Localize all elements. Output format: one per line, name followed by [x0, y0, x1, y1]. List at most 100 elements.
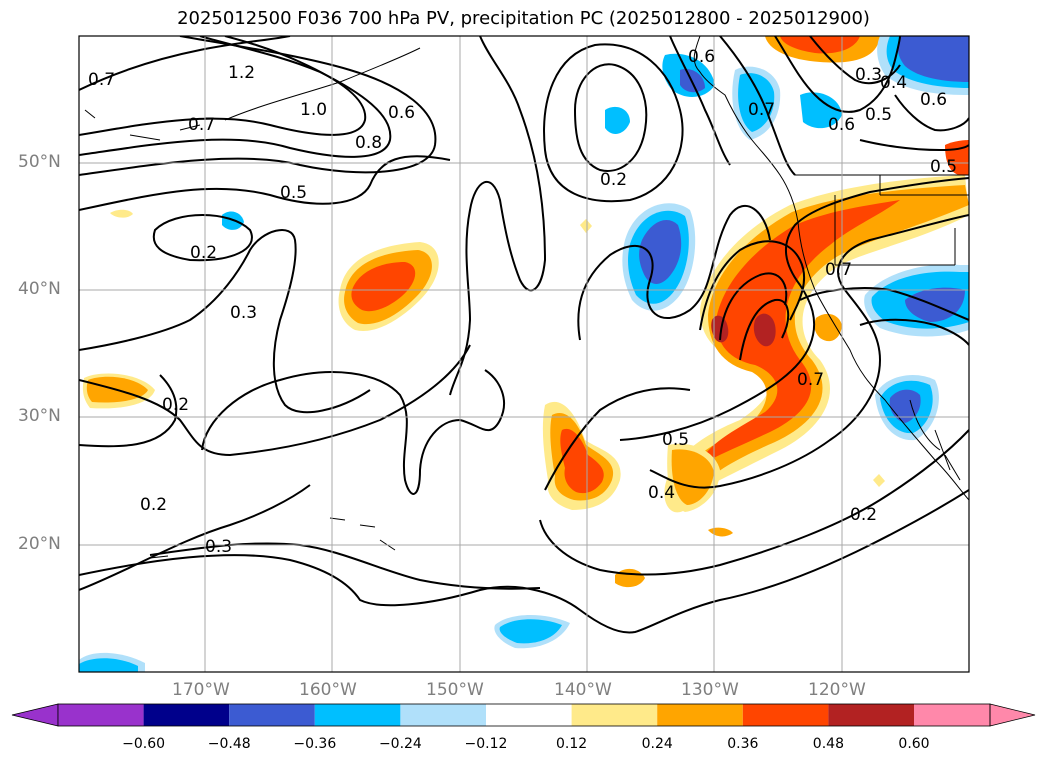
precip-positive-small5 [580, 219, 592, 233]
precip-positive-small3 [814, 313, 842, 342]
contour-line-03 [201, 369, 505, 495]
contour-label: 0.8 [355, 133, 382, 153]
lon-label: 170°W [172, 680, 230, 700]
contour-label: 0.3 [205, 537, 232, 557]
contour-line-3 [79, 36, 367, 136]
contour-label: 0.2 [190, 243, 217, 263]
contour-label: 0.6 [920, 90, 947, 110]
contour-line-front-6 [719, 272, 788, 341]
lon-label: 150°W [426, 680, 484, 700]
contour-line-03-south [149, 542, 541, 590]
contour-line-ne-4 [894, 94, 969, 132]
lon-label: 160°W [299, 680, 357, 700]
contour-line-front-4 [649, 214, 969, 489]
contour-label: 0.6 [388, 103, 415, 123]
contour-line-front-5 [699, 240, 806, 331]
precip-positive-subtropic-mid [671, 449, 714, 505]
colorbar-segment [314, 704, 401, 726]
precip-negative-north2 [800, 92, 842, 129]
colorbar-tick: −0.60 [122, 736, 166, 752]
contour-line-4 [79, 36, 291, 91]
precip-positive-top-core [780, 36, 860, 54]
colorbar [11, 703, 1036, 727]
contour-line-ne-2 [774, 36, 901, 113]
contour-line-front-7 [739, 298, 790, 361]
contour-line-02-south [79, 374, 178, 448]
precip-negative-south-mid [499, 619, 562, 644]
contour-label: 0.2 [600, 170, 627, 190]
map-grid [79, 36, 969, 672]
precip-negative-bc-mid [738, 73, 775, 132]
contour-label: 0.7 [188, 115, 215, 135]
contour-line-ne-6 [669, 36, 731, 166]
colorbar-segment [229, 704, 315, 726]
precip-negative-north [605, 106, 630, 134]
colorbar-segment [657, 704, 743, 726]
contour-line-02-west [152, 214, 253, 262]
precip-negative-ne-top-core [897, 36, 969, 82]
colorbar-segment [486, 704, 572, 726]
contour-line-ne-5 [859, 139, 969, 152]
contour-label: 0.6 [688, 47, 715, 67]
precip-positive-small2 [708, 527, 733, 537]
contour-label: 0.7 [88, 70, 115, 90]
lat-label: 20°N [18, 534, 61, 554]
contour-label: 0.2 [850, 505, 877, 525]
colorbar-extend-high [989, 703, 1036, 727]
contour-line-5 [79, 155, 451, 211]
colorbar-segment [400, 704, 486, 726]
map-frame [78, 35, 970, 673]
colorbar-extend-low [11, 703, 59, 727]
precip-negative-center-core [639, 220, 682, 284]
precip-positive-west-coast-core [700, 200, 900, 465]
contour-line-ne-1 [719, 36, 796, 176]
contour-label: 1.0 [300, 100, 327, 120]
colorbar-tick: −0.24 [378, 736, 422, 752]
map-title: 2025012500 F036 700 hPa PV, precipitatio… [177, 8, 870, 29]
colorbar-segment [58, 704, 144, 726]
contour-line-big-trough [449, 36, 547, 396]
contour-label: 1.2 [228, 63, 255, 83]
precip-positive-small1 [615, 568, 645, 588]
precip-negative-sw-mid [79, 658, 138, 672]
contour-label: 0.3 [230, 303, 257, 323]
contour-line-outer-south [79, 489, 969, 634]
contour-line-center [577, 204, 771, 341]
lon-label: 120°W [808, 680, 866, 700]
contour-line-2 [79, 36, 392, 158]
contour-label: 0.2 [140, 495, 167, 515]
precip-positive-core-dark [753, 313, 776, 347]
colorbar-segment [143, 704, 230, 726]
contour-label: 0.5 [280, 183, 307, 203]
contour-label: 0.5 [662, 430, 689, 450]
colorbar-outline [57, 703, 991, 727]
lat-label: 50°N [18, 152, 61, 172]
precip-negative-baja-core [889, 389, 921, 423]
precip-positive-small6 [873, 474, 885, 487]
colorbar-segment [571, 704, 658, 726]
colorbar-segment [742, 704, 829, 726]
contour-line-calif-2 [859, 318, 969, 346]
colorbar-segment [828, 704, 914, 726]
colorbar-tick: 0.60 [898, 736, 930, 752]
contour-label: 0.4 [648, 483, 675, 503]
lat-label: 40°N [18, 279, 61, 299]
contour-line-low-n-outer [543, 43, 684, 203]
contour-label: 0.7 [825, 260, 852, 280]
colorbar-segment [914, 704, 990, 726]
precip-positive-core-dark2 [711, 315, 729, 343]
contour-line-front-3 [619, 177, 969, 441]
pv-contours [79, 36, 969, 634]
contour-label: 0.3 [855, 65, 882, 85]
contour-line-1 [79, 36, 437, 176]
contour-line-front-1 [544, 387, 691, 491]
lon-label: 130°W [681, 680, 739, 700]
contour-line-6 [79, 229, 371, 414]
contour-line-ne-3 [809, 36, 901, 85]
contour-label: 0.5 [930, 157, 957, 177]
contour-labels: 0.7 1.2 1.0 0.7 0.8 0.6 0.5 0.2 0.3 0.2 … [88, 47, 957, 557]
contour-label: 0.4 [880, 73, 907, 93]
lat-label: 30°N [18, 406, 61, 426]
colorbar-tick: −0.12 [464, 736, 508, 752]
colorbar-tick: 0.48 [812, 736, 844, 752]
